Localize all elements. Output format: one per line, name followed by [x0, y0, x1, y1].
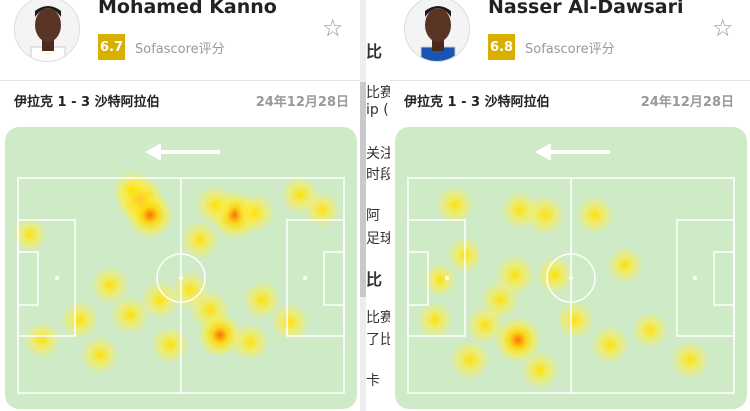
bg-text: 关注 [366, 146, 390, 162]
match-title[interactable]: 伊拉克 1 - 3 沙特阿拉伯 [404, 95, 550, 110]
scrollbar-thumb[interactable] [360, 82, 366, 297]
heat-spot [141, 281, 179, 319]
heat-spot [112, 170, 152, 210]
bg-text: 卡 [366, 373, 380, 389]
pitch-lines [17, 177, 345, 394]
heat-spot [450, 340, 490, 380]
heat-spot [151, 326, 189, 364]
heat-spot [181, 221, 219, 259]
player-name: Mohamed Kanno [98, 0, 277, 18]
heat-spot [466, 306, 504, 344]
star-icon[interactable]: ☆ [322, 14, 344, 42]
divider [390, 80, 750, 81]
player-card-al-dawsari: Nasser Al-Dawsari 6.8 Sofascore评分 ☆ 伊拉克 … [390, 0, 750, 411]
star-icon[interactable]: ☆ [712, 14, 734, 42]
attack-direction-arrow-icon [535, 143, 610, 161]
match-date: 24年12月28日 [640, 95, 734, 110]
bg-text: 比赛 [366, 85, 390, 101]
heat-spot [501, 191, 539, 229]
bg-text: 时段 [366, 167, 390, 183]
heatmap-pitch [395, 127, 747, 409]
heat-spot [61, 301, 99, 339]
player-avatar[interactable] [14, 0, 80, 62]
heat-spot [576, 196, 614, 234]
heat-spot [235, 193, 275, 233]
player-avatar[interactable] [404, 0, 470, 62]
heat-spot [632, 312, 668, 348]
heat-spot [198, 313, 242, 357]
rating-badge: 6.8 [488, 34, 515, 60]
heatmap-pitch [5, 127, 357, 409]
player-name: Nasser Al-Dawsari [488, 0, 684, 18]
heat-spot [271, 303, 309, 341]
heat-spot [81, 336, 119, 374]
rating-label: Sofascore评分 [135, 42, 225, 57]
heat-spot [671, 341, 709, 379]
heat-spot [556, 301, 594, 339]
rating-badge: 6.7 [98, 34, 125, 60]
player-photo [420, 6, 456, 61]
heat-spot [436, 186, 474, 224]
heat-spot [304, 192, 340, 228]
heat-spot [417, 302, 453, 338]
bg-heading: 比 [366, 270, 383, 289]
attack-direction-arrow-icon [145, 143, 220, 161]
heat-spot [171, 271, 209, 309]
bg-text: 足球 [366, 231, 390, 247]
heat-spot [591, 326, 629, 364]
heat-spot [195, 185, 235, 225]
heat-spot [231, 323, 269, 361]
heat-spot [13, 218, 47, 252]
player-card-kanno: Mohamed Kanno 6.7 Sofascore评分 ☆ 伊拉克 1 - … [0, 0, 365, 411]
player-photo [30, 6, 66, 61]
heat-spot [111, 296, 149, 334]
heat-spot [243, 281, 281, 319]
pitch-lines [407, 177, 735, 394]
bg-text: 了比 [366, 332, 390, 348]
heat-spot [91, 266, 129, 304]
divider [0, 80, 365, 81]
background-page-strip: 比 比赛 ip ( 关注 时段 阿 足球 比 比赛 了比 卡 [360, 0, 390, 411]
rating-label: Sofascore评分 [525, 42, 615, 57]
match-title[interactable]: 伊拉克 1 - 3 沙特阿拉伯 [14, 95, 160, 110]
bg-text: 阿 [366, 208, 380, 224]
match-date: 24年12月28日 [255, 95, 349, 110]
heat-spot [607, 247, 643, 283]
heat-spot [24, 322, 60, 358]
bg-text: ip ( [366, 102, 389, 118]
heat-spot [521, 351, 559, 389]
heat-spot [423, 263, 457, 297]
bg-text: 比赛 [366, 310, 390, 326]
heat-spot [536, 256, 574, 294]
heat-spot [495, 317, 541, 363]
bg-heading: 比 [366, 42, 383, 61]
